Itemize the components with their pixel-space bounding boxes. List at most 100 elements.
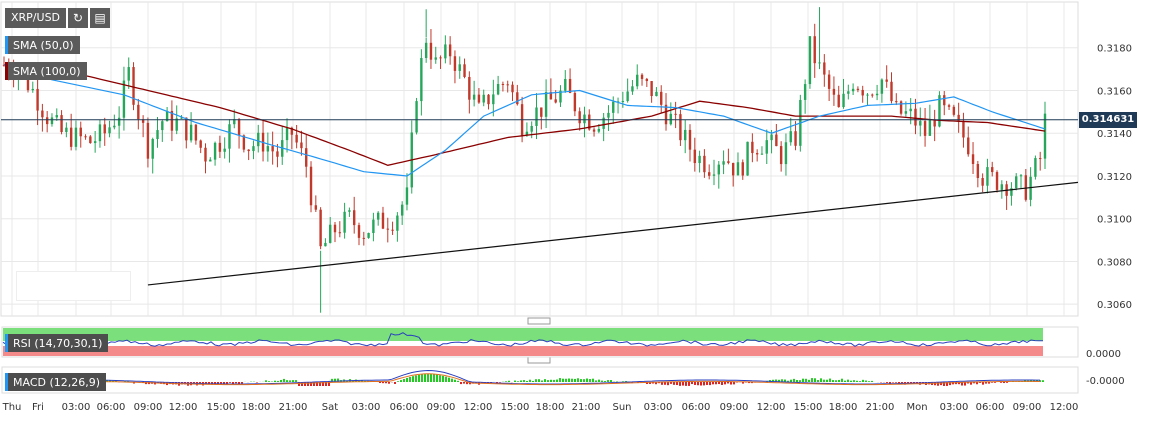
candle-body <box>329 224 332 243</box>
macd-histogram-bar <box>328 382 330 386</box>
candle-body <box>1029 176 1032 200</box>
candle-body <box>472 94 476 100</box>
candle-body <box>760 153 764 155</box>
macd-histogram-bar <box>430 374 432 382</box>
candle-body <box>573 92 577 112</box>
x-tick-label: 21:00 <box>279 402 308 413</box>
macd-histogram-bar <box>583 379 585 382</box>
candle-body <box>621 101 625 103</box>
macd-histogram-bar <box>538 379 540 382</box>
candle-body <box>170 110 174 131</box>
macd-histogram-bar <box>427 374 429 382</box>
candle-body <box>703 155 706 173</box>
candle-body <box>468 76 471 100</box>
candle-body <box>976 163 980 179</box>
macd-histogram-bar <box>895 382 897 383</box>
sma100-legend[interactable]: SMA (100,0) <box>5 62 87 80</box>
candle-body <box>175 118 178 131</box>
candle-body <box>415 101 418 133</box>
candle-body <box>895 101 898 103</box>
macd-histogram-bar <box>988 382 990 384</box>
refresh-icon[interactable]: ↻ <box>68 8 89 28</box>
macd-histogram-bar <box>691 382 693 385</box>
macd-histogram-bar <box>787 380 789 382</box>
sma50-legend[interactable]: SMA (50,0) <box>5 36 80 54</box>
candle-body <box>242 135 246 150</box>
candle-body <box>113 125 116 128</box>
rsi-legend[interactable]: RSI (14,70,30,1) <box>5 334 109 352</box>
candle-body <box>324 242 327 247</box>
candle-body <box>540 107 543 117</box>
sma100-line <box>3 64 1046 166</box>
macd-histogram-bar <box>823 379 825 382</box>
macd-histogram-bar <box>436 374 438 382</box>
candle-body <box>645 78 649 82</box>
candle-body <box>189 124 193 141</box>
x-tick-label: Thu <box>2 402 22 413</box>
candle-body <box>568 78 572 93</box>
candle-body <box>933 119 936 127</box>
y-tick-label: 0.3060 <box>1097 300 1132 311</box>
candle-body <box>962 120 965 138</box>
macd-histogram-bar <box>964 382 966 386</box>
macd-histogram-bar <box>277 380 279 382</box>
candle-body <box>223 148 226 152</box>
macd-histogram-bar <box>454 379 456 382</box>
macd-histogram-bar <box>403 378 405 382</box>
candle-body <box>352 210 356 226</box>
macd-histogram-bar <box>592 378 594 382</box>
macd-histogram-bar <box>859 381 861 382</box>
macd-histogram-bar <box>325 382 327 386</box>
macd-histogram-bar <box>265 380 267 382</box>
resize-handle-macd <box>527 356 551 364</box>
macd-histogram-bar <box>598 379 600 382</box>
candle-body <box>477 94 481 103</box>
macd-histogram-bar <box>1006 382 1008 383</box>
candle-body <box>496 83 500 95</box>
macd-histogram-bar <box>820 378 822 382</box>
macd-histogram-bar <box>715 382 717 385</box>
symbol-selector[interactable]: XRP/USD ↻ ▤ <box>5 8 111 28</box>
candle-body <box>808 36 812 85</box>
macd-line <box>99 369 1040 385</box>
candle-body <box>813 36 816 64</box>
x-tick-label: 09:00 <box>427 402 456 413</box>
candle-body <box>856 88 860 90</box>
current-price-label: 0.314631 <box>1079 112 1137 128</box>
candle-body <box>957 114 960 121</box>
candle-body <box>741 162 744 176</box>
macd-histogram-bar <box>496 382 498 384</box>
sma100-color-swatch <box>5 62 8 80</box>
macd-legend[interactable]: MACD (12,26,9) <box>5 373 107 391</box>
candle-body <box>842 93 845 108</box>
y-tick-label: 0.3120 <box>1097 172 1132 183</box>
macd-histogram-bar <box>544 379 546 382</box>
candle-body <box>847 91 850 94</box>
candle-body <box>391 229 394 231</box>
symbol-label[interactable]: XRP/USD <box>5 8 67 28</box>
candle-body <box>559 90 562 103</box>
macd-histogram-bar <box>610 380 612 382</box>
macd-histogram-bar <box>310 382 312 386</box>
macd-histogram-bar <box>574 378 576 382</box>
macd-histogram-bar <box>523 380 525 382</box>
candle-body <box>943 95 946 106</box>
candle-body <box>141 119 145 123</box>
x-tick-label: 06:00 <box>390 402 419 413</box>
candle-body <box>482 94 485 103</box>
bar-chart-icon[interactable]: ▤ <box>90 8 111 28</box>
candle-body <box>122 80 126 118</box>
macd-histogram-bar <box>700 382 702 386</box>
macd-histogram-bar <box>949 382 951 386</box>
candle-body <box>228 124 231 149</box>
rsi-value: 0.0000 <box>1086 349 1121 360</box>
macd-histogram-bar <box>832 380 834 382</box>
candle-body <box>372 219 375 234</box>
macd-histogram-bar <box>1042 380 1044 382</box>
macd-histogram-bar <box>982 382 984 385</box>
candle-body <box>612 101 615 113</box>
macd-histogram-bar <box>685 382 687 386</box>
candle-body <box>156 130 159 140</box>
macd-signal-line <box>99 373 1040 386</box>
